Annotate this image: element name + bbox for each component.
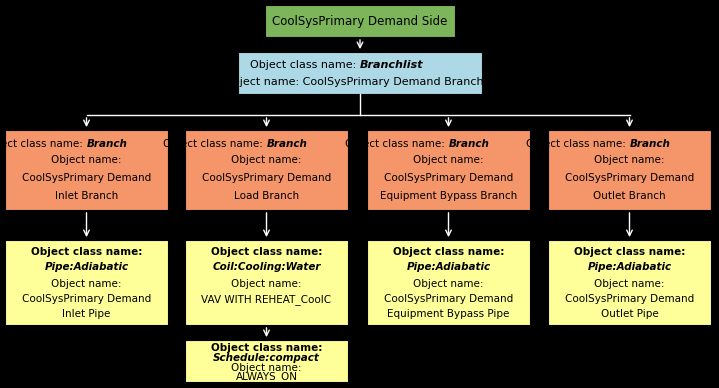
FancyBboxPatch shape [367, 240, 530, 325]
Text: Equipment Bypass Branch: Equipment Bypass Branch [380, 191, 517, 201]
FancyBboxPatch shape [367, 130, 530, 210]
Text: Branch: Branch [449, 139, 490, 149]
Text: CoolSysPrimary Demand: CoolSysPrimary Demand [384, 294, 513, 305]
FancyBboxPatch shape [548, 240, 711, 325]
FancyBboxPatch shape [5, 130, 168, 210]
Text: Object name:: Object name: [413, 279, 484, 289]
Text: CoolSysPrimary Demand: CoolSysPrimary Demand [384, 173, 513, 183]
FancyBboxPatch shape [185, 240, 348, 325]
FancyBboxPatch shape [548, 130, 711, 210]
Text: CoolSysPrimary Demand: CoolSysPrimary Demand [202, 173, 331, 183]
Text: Object name:: Object name: [594, 279, 665, 289]
FancyBboxPatch shape [5, 240, 168, 325]
Text: Object name: CoolSysPrimary Demand Branches: Object name: CoolSysPrimary Demand Branc… [224, 77, 496, 87]
Text: CoolSysPrimary Demand Side: CoolSysPrimary Demand Side [273, 14, 448, 28]
Text: Object class name:: Object class name: [393, 247, 504, 257]
Text: Object name:: Object name: [51, 156, 122, 165]
Text: Object class name:: Object class name: [31, 247, 142, 257]
Text: Object class name:: Object class name: [163, 139, 267, 149]
Text: Branch: Branch [630, 139, 670, 149]
Text: Object name:: Object name: [413, 156, 484, 165]
Text: Equipment Bypass Pipe: Equipment Bypass Pipe [388, 309, 510, 319]
Text: Load Branch: Load Branch [234, 191, 299, 201]
Text: Object class name:: Object class name: [0, 139, 86, 149]
Text: Inlet Branch: Inlet Branch [55, 191, 118, 201]
Text: Schedule:compact: Schedule:compact [213, 353, 320, 363]
Text: ALWAYS_ON: ALWAYS_ON [236, 371, 298, 383]
Text: CoolSysPrimary Demand: CoolSysPrimary Demand [565, 294, 694, 305]
Text: Object class name:: Object class name: [211, 343, 322, 353]
Text: Outlet Branch: Outlet Branch [593, 191, 666, 201]
Text: Inlet Pipe: Inlet Pipe [63, 309, 111, 319]
Text: Object class name:: Object class name: [250, 61, 360, 71]
FancyBboxPatch shape [265, 5, 455, 37]
Text: CoolSysPrimary Demand: CoolSysPrimary Demand [22, 173, 151, 183]
Text: Object name:: Object name: [594, 156, 665, 165]
FancyBboxPatch shape [238, 52, 482, 94]
Text: Object name:: Object name: [51, 279, 122, 289]
Text: Object name:: Object name: [232, 156, 302, 165]
Text: Object class name:: Object class name: [211, 247, 322, 257]
Text: Pipe:Adiabatic: Pipe:Adiabatic [45, 262, 129, 272]
Text: VAV WITH REHEAT_CoolC: VAV WITH REHEAT_CoolC [201, 294, 331, 305]
Text: Pipe:Adiabatic: Pipe:Adiabatic [587, 262, 672, 272]
Text: Branchlist: Branchlist [360, 61, 423, 71]
Text: Object class name:: Object class name: [526, 139, 630, 149]
Text: Branch: Branch [267, 139, 308, 149]
Text: Object class name:: Object class name: [345, 139, 449, 149]
Text: CoolSysPrimary Demand: CoolSysPrimary Demand [22, 294, 151, 305]
Text: Coil:Cooling:Water: Coil:Cooling:Water [212, 262, 321, 272]
Text: Object name:: Object name: [232, 363, 302, 373]
FancyBboxPatch shape [185, 340, 348, 382]
Text: CoolSysPrimary Demand: CoolSysPrimary Demand [565, 173, 694, 183]
Text: Branch: Branch [86, 139, 127, 149]
Text: Object class name:: Object class name: [574, 247, 685, 257]
Text: Pipe:Adiabatic: Pipe:Adiabatic [406, 262, 490, 272]
Text: Object name:: Object name: [232, 279, 302, 289]
Text: Outlet Pipe: Outlet Pipe [600, 309, 659, 319]
FancyBboxPatch shape [185, 130, 348, 210]
